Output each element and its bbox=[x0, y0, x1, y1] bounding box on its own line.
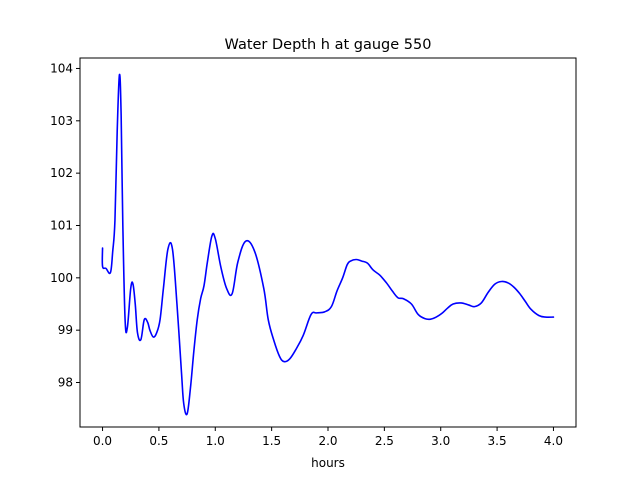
y-tick-label: 100 bbox=[50, 271, 73, 285]
x-tick-label: 2.5 bbox=[375, 434, 394, 448]
y-axis: 98 99 100 101 102 103 104 bbox=[50, 61, 80, 390]
x-tick-label: 4.0 bbox=[544, 434, 563, 448]
y-tick-label: 104 bbox=[50, 61, 73, 75]
x-tick-label: 3.0 bbox=[431, 434, 450, 448]
x-tick-label: 2.0 bbox=[318, 434, 337, 448]
x-tick-label: 0.5 bbox=[149, 434, 168, 448]
x-tick-label: 1.5 bbox=[262, 434, 281, 448]
y-tick-label: 98 bbox=[58, 376, 73, 390]
x-tick-label: 1.0 bbox=[206, 434, 225, 448]
x-axis: 0.0 0.5 1.0 1.5 2.0 2.5 3.0 3.5 4.0 bbox=[93, 427, 563, 448]
series-layer bbox=[101, 73, 555, 416]
y-tick-label: 99 bbox=[58, 323, 73, 337]
series-line-0 bbox=[101, 73, 555, 416]
y-tick-label: 103 bbox=[50, 114, 73, 128]
chart-title: Water Depth h at gauge 550 bbox=[225, 37, 432, 53]
x-tick-label: 0.0 bbox=[93, 434, 112, 448]
x-axis-label: hours bbox=[311, 456, 345, 470]
y-tick-label: 102 bbox=[50, 166, 73, 180]
y-tick-label: 101 bbox=[50, 218, 73, 232]
x-tick-label: 3.5 bbox=[488, 434, 507, 448]
